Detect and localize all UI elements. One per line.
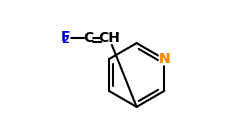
Text: N: N [158,52,170,66]
Text: N: N [158,52,170,66]
Text: F: F [60,30,70,44]
Bar [85,33,91,43]
Bar [159,54,169,64]
Bar [57,33,69,43]
Text: 2: 2 [61,35,69,45]
Text: CH: CH [98,31,120,45]
Text: C: C [83,31,93,45]
Bar [102,33,116,43]
